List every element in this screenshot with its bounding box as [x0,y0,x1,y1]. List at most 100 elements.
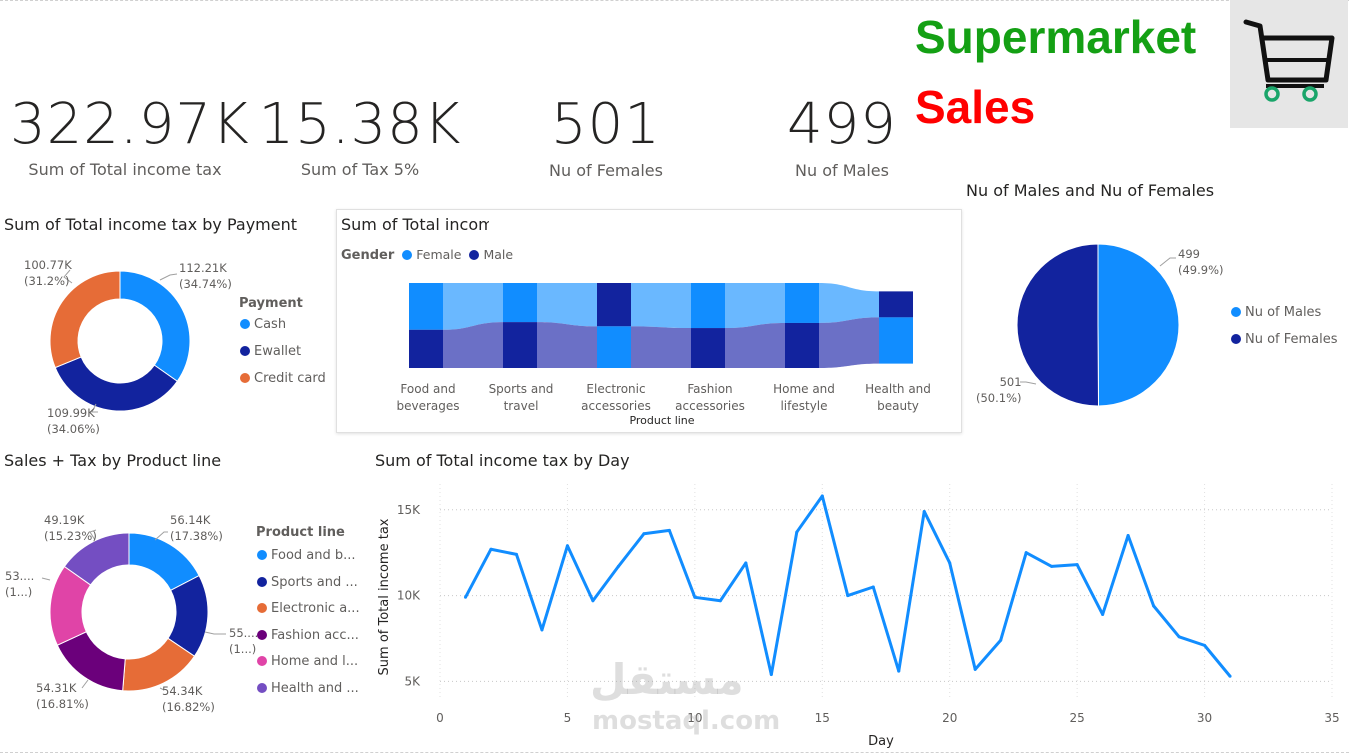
ribbon-bar-female-2 [597,283,631,327]
line-point [463,595,467,599]
payment-donut-chart[interactable] [0,250,230,440]
y-tick-label: 5K [404,674,421,688]
ribbon-chart[interactable] [336,270,960,380]
leader-line [204,631,226,635]
legend-dot [1231,307,1241,317]
leader-line [41,577,51,581]
x-axis-label: Day [868,734,894,749]
line-point [693,595,697,599]
ribbon-female-3 [725,283,785,329]
gender-label-females: 501 (50.1%) [976,375,1022,405]
product-donut-chart[interactable] [0,500,250,720]
product-legend-title: Product line [256,525,345,540]
legend-dot [240,346,250,356]
leader-line [81,679,89,689]
legend-dot [402,250,413,260]
legend-label: Sports and ... [271,575,358,590]
legend-label: Fashion acc... [271,628,359,643]
watermark-arabic: مستقل [590,655,744,704]
line-chart-title: Sum of Total income tax by Day [375,451,630,470]
product-label-electronic: 54.34K (16.82%) [162,684,215,714]
brand-title-line2: Sales [915,81,1036,133]
line-point [897,669,901,673]
ribbon-category-electronic: Electronic accessories [581,382,651,413]
line-point [1126,534,1130,537]
ribbon-male-1 [537,322,597,368]
kpi-tax-5-value: 15.38K [258,92,462,157]
product-legend-health[interactable]: Health and ... [257,681,359,696]
payment-legend-title: Payment [239,296,303,311]
line-point [795,530,799,534]
line-point [999,638,1003,642]
product-label-fashion: 54.31K (16.81%) [36,681,89,711]
line-point [1050,564,1054,568]
line-point [514,552,518,556]
ribbon-bar-female-3 [691,283,725,329]
gender-slice-0[interactable] [1097,243,1180,407]
x-tick-label: 35 [1324,711,1339,725]
product-chart-title: Sales + Tax by Product line [4,451,222,470]
kpi-males-value: 499 [787,92,897,157]
product-legend-sports[interactable]: Sports and ... [257,575,358,590]
ribbon-legend-female[interactable]: Female [416,247,462,262]
x-tick-label: 25 [1070,711,1085,725]
payment-label-cash: 112.21K (34.74%) [179,261,232,291]
line-point [922,509,926,513]
payment-legend-ewallet[interactable]: Ewallet [240,344,301,359]
product-legend-food[interactable]: Food and b... [257,548,356,563]
kpi-females-value: 501 [551,92,661,157]
product-legend-fashion[interactable]: Fashion acc... [257,628,359,643]
line-point [1101,612,1105,616]
ribbon-female-0 [443,283,503,330]
line-chart[interactable]: 5K 10K 15K 0 5 10 15 20 25 30 35 Sum of Total incom… [370,478,1345,750]
leader-line [154,531,168,541]
kpi-tax-5-label: Sum of Tax 5% [300,160,420,179]
ribbon-legend-male[interactable]: Male [483,247,514,262]
line-point [718,599,722,603]
payment-legend-cash[interactable]: Cash [240,317,286,332]
product-legend-home[interactable]: Home and l... [257,654,358,669]
line-point [1228,674,1232,678]
payment-slice-1[interactable] [54,356,178,412]
kpi-total-income-tax-value: 322.97K [10,92,250,157]
y-axis-label: Sum of Total income tax [377,518,392,675]
line-point [591,599,595,603]
line-point [489,547,493,551]
ribbon-male-3 [725,322,785,368]
leader-line [89,529,97,541]
ribbon-category-sports: Sports and travel [488,382,554,413]
cart-icon-box [1230,0,1348,128]
x-tick-label: 10 [687,711,702,725]
payment-slice-2[interactable] [49,270,121,369]
legend-label: Ewallet [254,344,302,359]
gender-pie-title: Nu of Males and Nu of Females [966,181,1215,200]
line-point [846,594,850,598]
legend-label: Electronic a... [271,601,360,616]
line-point [1203,643,1207,647]
line-point [1152,604,1156,608]
ribbon-male-4 [819,317,879,368]
gender-slice-1[interactable] [1016,243,1100,407]
legend-dot [257,683,267,693]
x-tick-label: 0 [436,711,444,725]
gender-legend-males[interactable]: Nu of Males [1231,305,1321,320]
legend-label: Credit card [254,371,326,386]
y-tick-label: 10K [397,589,421,603]
x-tick-label: 20 [942,711,957,725]
legend-label: Nu of Males [1245,305,1322,320]
product-legend-electronic[interactable]: Electronic a... [257,601,360,616]
ribbon-male-0 [443,322,503,368]
gender-pie-chart[interactable] [1000,230,1200,420]
product-slice-5[interactable] [63,532,130,586]
legend-dot [240,319,250,329]
y-tick-label: 15K [397,503,421,517]
product-label-food: 56.14K (17.38%) [170,513,223,543]
line-point [616,564,620,568]
payment-slice-0[interactable] [119,270,191,382]
legend-label: Health and ... [271,681,359,696]
ribbon-bar-male-2 [597,326,631,368]
ribbon-bar-female-5 [879,291,913,318]
product-label-health: 49.19K (15.23%) [44,513,97,543]
gender-legend-females[interactable]: Nu of Females [1231,332,1338,347]
payment-legend-credit-card[interactable]: Credit card [240,371,326,386]
